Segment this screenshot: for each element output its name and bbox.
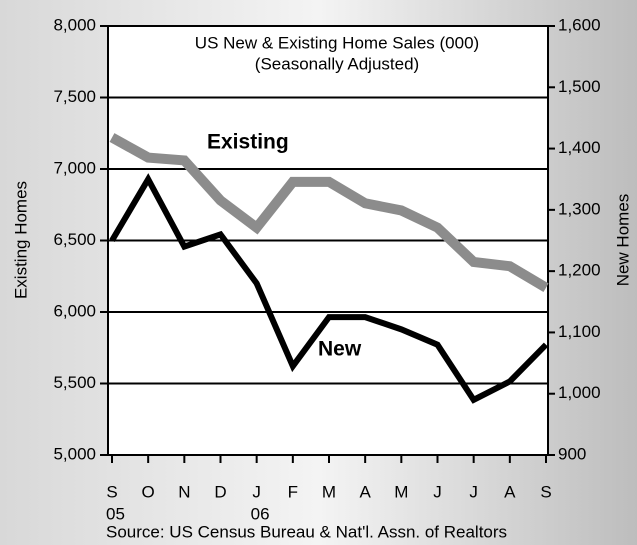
y2-tick-label: 1,500	[558, 77, 601, 96]
x-tick-label: M	[394, 482, 408, 501]
series-line	[109, 133, 549, 292]
x-tick-label: N	[178, 482, 190, 501]
series-label: Existing	[207, 131, 289, 154]
x-tick-label: J	[433, 482, 442, 501]
x-tick-year: 06	[251, 504, 270, 523]
x-tick-label: O	[142, 482, 155, 501]
y2-tick-label: 1,200	[558, 261, 601, 280]
series-label: New	[318, 338, 362, 361]
y2-tick-label: 1,000	[558, 383, 601, 402]
chart-title: US New & Existing Home Sales (000)	[195, 33, 479, 52]
x-tick-label: S	[540, 482, 551, 501]
x-tick-label: A	[359, 482, 371, 501]
y-axis-label: Existing Homes	[11, 181, 30, 299]
y-tick-label: 7,000	[53, 158, 96, 177]
x-tick-label: M	[322, 482, 336, 501]
y-tick-label: 6,500	[53, 230, 96, 249]
x-tick-label: J	[252, 482, 261, 501]
y2-tick-label: 900	[558, 444, 586, 463]
y2-tick-label: 1,100	[558, 322, 601, 341]
y2-tick-label: 1,300	[558, 199, 601, 218]
source-note: Source: US Census Bureau & Nat'l. Assn. …	[106, 522, 507, 541]
chart-subtitle: (Seasonally Adjusted)	[255, 54, 419, 73]
x-tick-label: S	[106, 482, 117, 501]
x-tick-label: D	[214, 482, 226, 501]
y-tick-label: 6,000	[53, 301, 96, 320]
x-tick-label: F	[288, 482, 298, 501]
x-tick-label: A	[504, 482, 516, 501]
y-tick-label: 5,500	[53, 373, 96, 392]
series-line	[109, 173, 549, 404]
x-tick-label: J	[469, 482, 478, 501]
x-tick-year: 05	[106, 504, 125, 523]
y-tick-label: 5,000	[53, 444, 96, 463]
y-tick-label: 8,000	[53, 15, 96, 34]
y2-axis-label: New Homes	[613, 194, 632, 287]
y2-tick-label: 1,400	[558, 138, 601, 157]
y-tick-label: 7,500	[53, 87, 96, 106]
y2-tick-label: 1,600	[558, 15, 601, 34]
